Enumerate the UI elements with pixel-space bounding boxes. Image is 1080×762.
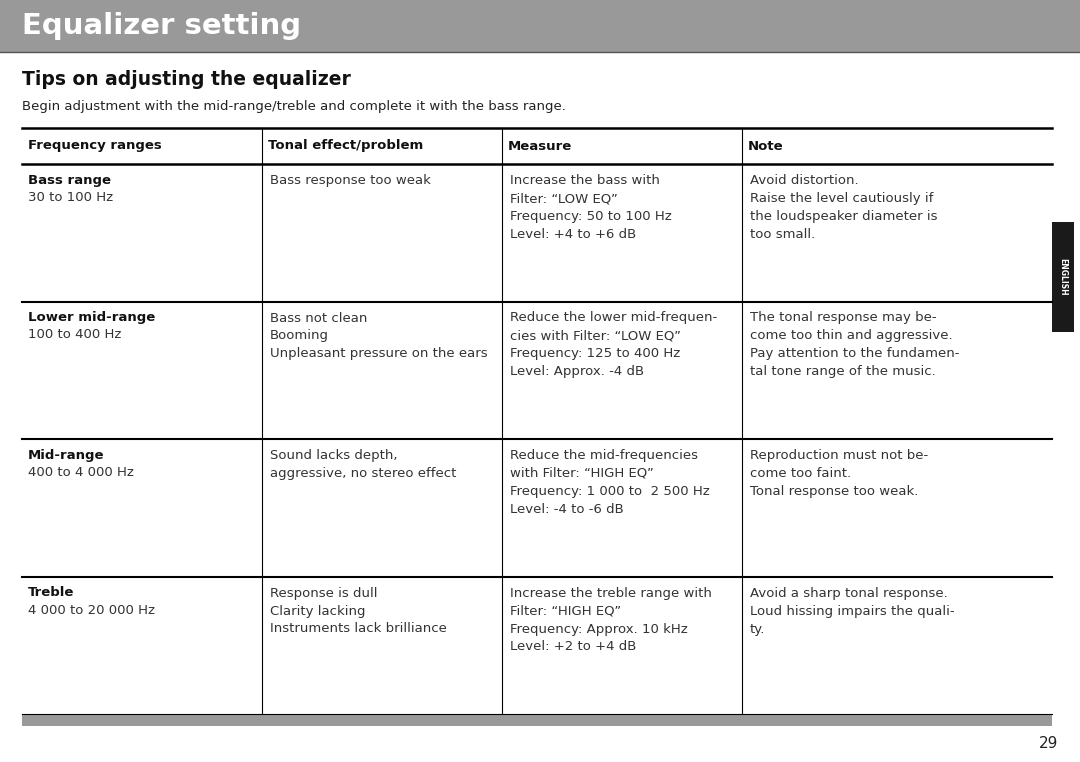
Text: Bass response too weak: Bass response too weak (270, 174, 431, 187)
Text: Avoid distortion.
Raise the level cautiously if
the loudspeaker diameter is
too : Avoid distortion. Raise the level cautio… (750, 174, 937, 241)
Text: 400 to 4 000 Hz: 400 to 4 000 Hz (28, 466, 134, 479)
Text: Sound lacks depth,
aggressive, no stereo effect: Sound lacks depth, aggressive, no stereo… (270, 449, 457, 480)
Text: Treble: Treble (28, 587, 75, 600)
Text: 4 000 to 20 000 Hz: 4 000 to 20 000 Hz (28, 604, 156, 616)
Text: Reduce the mid-frequencies
with Filter: “HIGH EQ”
Frequency: 1 000 to  2 500 Hz
: Reduce the mid-frequencies with Filter: … (510, 449, 710, 516)
Text: 100 to 400 Hz: 100 to 400 Hz (28, 328, 121, 341)
Text: Tips on adjusting the equalizer: Tips on adjusting the equalizer (22, 70, 351, 89)
Text: Mid-range: Mid-range (28, 449, 105, 462)
Text: 30 to 100 Hz: 30 to 100 Hz (28, 191, 113, 204)
Bar (1052, 222, 1074, 332)
Text: Frequency ranges: Frequency ranges (28, 139, 162, 152)
Text: Tonal effect/problem: Tonal effect/problem (268, 139, 423, 152)
Text: Reproduction must not be-
come too faint.
Tonal response too weak.: Reproduction must not be- come too faint… (750, 449, 928, 498)
Text: Increase the treble range with
Filter: “HIGH EQ”
Frequency: Approx. 10 kHz
Level: Increase the treble range with Filter: “… (510, 587, 712, 654)
Text: Note: Note (748, 139, 784, 152)
Text: Reduce the lower mid-frequen-
cies with Filter: “LOW EQ”
Frequency: 125 to 400 H: Reduce the lower mid-frequen- cies with … (510, 312, 717, 379)
Text: Begin adjustment with the mid-range/treble and complete it with the bass range.: Begin adjustment with the mid-range/treb… (22, 100, 566, 113)
Text: Bass range: Bass range (28, 174, 111, 187)
Text: The tonal response may be-
come too thin and aggressive.
Pay attention to the fu: The tonal response may be- come too thin… (750, 312, 959, 379)
Text: Avoid a sharp tonal response.
Loud hissing impairs the quali-
ty.: Avoid a sharp tonal response. Loud hissi… (750, 587, 955, 636)
Text: Response is dull
Clarity lacking
Instruments lack brilliance: Response is dull Clarity lacking Instrum… (270, 587, 447, 636)
Text: Bass not clean
Booming
Unpleasant pressure on the ears: Bass not clean Booming Unpleasant pressu… (270, 312, 488, 360)
Bar (22, 714, 1052, 726)
Text: Measure: Measure (508, 139, 572, 152)
Text: Lower mid-range: Lower mid-range (28, 312, 156, 325)
Text: Equalizer setting: Equalizer setting (22, 12, 301, 40)
Text: Increase the bass with
Filter: “LOW EQ”
Frequency: 50 to 100 Hz
Level: +4 to +6 : Increase the bass with Filter: “LOW EQ” … (510, 174, 672, 241)
Bar (0, 0, 1080, 52)
Text: 29: 29 (1039, 737, 1058, 751)
Text: ENGLISH: ENGLISH (1058, 258, 1067, 296)
